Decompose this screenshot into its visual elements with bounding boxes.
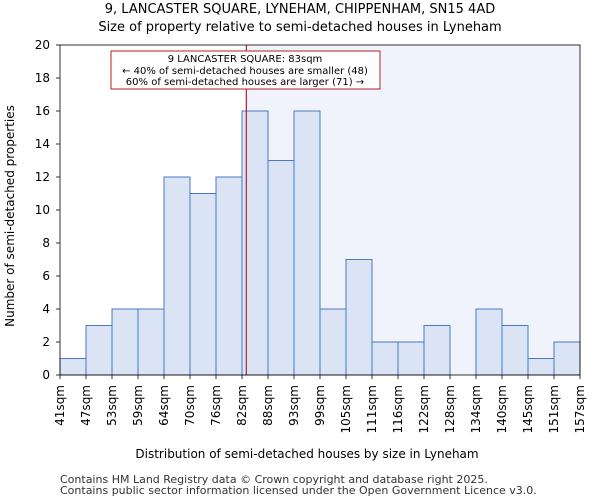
bar-116sqm [397, 341, 425, 376]
bar-111sqm [371, 341, 399, 376]
bars-layer [59, 110, 581, 376]
y-tick-label-6: 6 [42, 269, 50, 283]
x-tick-label-151sqm: 151sqm [547, 385, 561, 433]
x-tick-label-116sqm: 116sqm [391, 385, 405, 433]
x-tick-label-157sqm: 157sqm [573, 385, 587, 433]
bar-93sqm [293, 110, 321, 376]
footer-licence: Contains public sector information licen… [60, 484, 537, 497]
annotation-line-1: 9 LANCASTER SQUARE: 83sqm [168, 54, 323, 65]
y-tick-label-14: 14 [35, 137, 50, 151]
x-tick-label-88sqm: 88sqm [261, 385, 275, 426]
bar-140sqm [501, 325, 529, 376]
y-tick-label-20: 20 [35, 38, 50, 52]
footer-copyright: Contains HM Land Registry data © Crown c… [60, 473, 488, 486]
x-tick-label-134sqm: 134sqm [469, 385, 483, 433]
bar-134sqm [475, 308, 503, 376]
y-tick-label-4: 4 [42, 302, 50, 316]
bar-47sqm [85, 325, 113, 376]
x-tick-label-105sqm: 105sqm [339, 385, 353, 433]
axes-layer: 0 2 4 6 8 10 12 14 16 18 20 41sqm 47sqm 53sqm 59sqm 64s… [35, 38, 587, 433]
x-tick-label-128sqm: 128sqm [443, 385, 457, 433]
y-tick-label-8: 8 [42, 236, 50, 250]
y-tick-label-12: 12 [35, 170, 50, 184]
bar-53sqm [111, 308, 139, 376]
bar-59sqm [137, 308, 165, 376]
x-tick-label-145sqm: 145sqm [521, 385, 535, 433]
y-tick-label-10: 10 [35, 203, 50, 217]
y-tick-label-2: 2 [42, 335, 50, 349]
bar-99sqm [319, 308, 347, 376]
y-tick-label-18: 18 [35, 71, 50, 85]
bar-151sqm [553, 341, 581, 376]
x-tick-label-53sqm: 53sqm [105, 385, 119, 426]
x-tick-label-41sqm: 41sqm [53, 385, 67, 426]
x-tick-label-47sqm: 47sqm [79, 385, 93, 426]
x-tick-label-59sqm: 59sqm [131, 385, 145, 426]
x-tick-label-99sqm: 99sqm [313, 385, 327, 426]
x-tick-label-64sqm: 64sqm [157, 385, 171, 426]
bar-122sqm [423, 325, 451, 376]
bar-64sqm [163, 176, 191, 376]
x-tick-label-76sqm: 76sqm [209, 385, 223, 426]
annotation-box: 9 LANCASTER SQUARE: 83sqm ← 40% of semi-… [110, 50, 381, 90]
annotation-line-3: 60% of semi-detached houses are larger (… [126, 77, 364, 88]
bar-88sqm [267, 160, 295, 376]
y-tick-label-16: 16 [35, 104, 50, 118]
bar-105sqm [345, 259, 373, 376]
annotation-frame [110, 50, 381, 90]
bar-145sqm [527, 358, 555, 376]
bar-41sqm [59, 358, 87, 376]
y-axis-label: Number of semi-detached properties [3, 105, 17, 327]
x-tick-label-122sqm: 122sqm [417, 385, 431, 433]
annotation-line-2: ← 40% of semi-detached houses are smalle… [122, 66, 368, 77]
x-tick-label-70sqm: 70sqm [183, 385, 197, 426]
y-tick-label-0: 0 [42, 368, 50, 382]
bar-76sqm [215, 176, 243, 376]
chart-title: 9, LANCASTER SQUARE, LYNEHAM, CHIPPENHAM… [104, 2, 496, 17]
x-tick-label-93sqm: 93sqm [287, 385, 301, 426]
x-tick-label-140sqm: 140sqm [495, 385, 509, 433]
x-tick-label-111sqm: 111sqm [365, 385, 379, 433]
x-tick-label-82sqm: 82sqm [235, 385, 249, 426]
bar-70sqm [189, 193, 217, 376]
chart-subtitle: Size of property relative to semi-detach… [98, 20, 502, 35]
x-axis-label: Distribution of semi-detached houses by … [135, 447, 478, 461]
